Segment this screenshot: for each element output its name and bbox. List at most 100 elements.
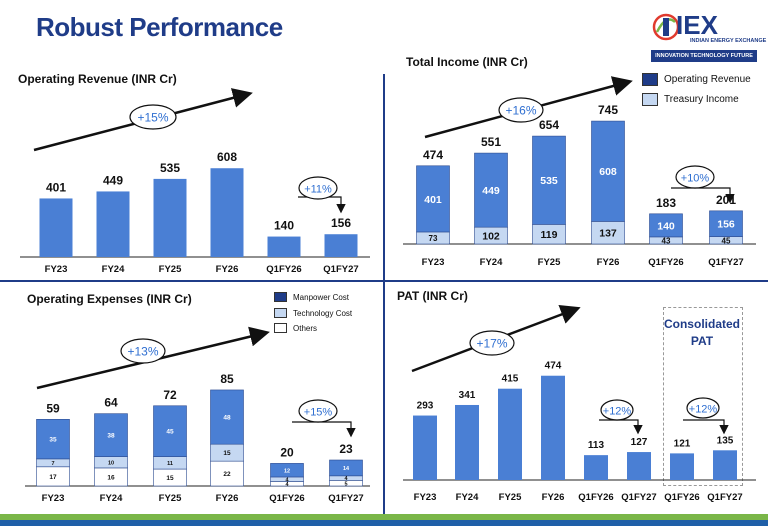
total-income-bar-operating-revenue [416, 165, 450, 233]
pat-bar-value [670, 453, 694, 480]
operating-revenue-total-label: 401 [46, 180, 66, 194]
legend-swatch [274, 323, 287, 333]
pat-total-label: 113 [588, 440, 605, 451]
pat-category-label: FY23 [414, 492, 437, 503]
pat-total-label: 415 [502, 374, 519, 385]
operating-expenses-category-label: FY25 [159, 493, 182, 504]
pat-category-label: FY25 [499, 492, 522, 503]
pat-bar-value [455, 404, 479, 480]
operating-revenue-bar-value [39, 198, 73, 257]
total-income-total-label: 551 [481, 135, 501, 149]
horizontal-divider [0, 280, 768, 282]
pat-growth-label: +12% [689, 404, 718, 416]
operating-expenses-bar-manpower-cost [94, 413, 128, 457]
operating-expenses-growth-ellipse [120, 338, 166, 364]
total-income-segment-label: 73 [429, 234, 438, 243]
pat-total-label: 341 [459, 390, 476, 401]
total-income-category-label: Q1FY27 [708, 257, 743, 268]
total-income-segment-label: 156 [717, 219, 735, 231]
pat-total-label: 474 [545, 361, 562, 372]
legend-label: Technology Cost [293, 308, 353, 318]
pat-category-label: FY24 [456, 492, 479, 503]
operating-expenses-category-label: FY26 [216, 493, 239, 504]
pat-total-label: 127 [631, 437, 648, 448]
total-income-total-label: 474 [423, 148, 443, 162]
page-title: Robust Performance [36, 12, 283, 42]
pat-bar-value [713, 450, 737, 480]
operating-expenses-segment-label: 10 [108, 460, 114, 466]
total-income-category-label: FY25 [538, 257, 561, 268]
operating-expenses-growth-label: +13% [127, 345, 158, 359]
operating-expenses-segment-label: 4 [285, 482, 289, 488]
operating-revenue-category-label: Q1FY27 [323, 264, 358, 275]
pat-total-label: 121 [674, 438, 691, 449]
total-income-segment-label: 137 [599, 228, 617, 240]
total-income-category-label: Q1FY26 [648, 257, 683, 268]
operating-expenses-segment-label: 7 [51, 461, 54, 467]
operating-expenses-bar-manpower-cost [329, 459, 363, 477]
legend-technology-cost: Technology Cost [274, 308, 352, 318]
total-income-segment-label: 102 [482, 231, 500, 243]
legend-operating-revenue: Operating Revenue [642, 73, 751, 86]
operating-expenses-yoy-arrow [292, 421, 356, 438]
pat-bar-value [541, 375, 565, 480]
pat-growth-label: +17% [476, 337, 507, 351]
operating-expenses-segment-label: 14 [343, 466, 350, 472]
total-income-category-label: FY23 [422, 257, 445, 268]
operating-revenue-category-label: FY24 [102, 264, 125, 275]
operating-revenue-category-label: FY26 [216, 264, 239, 275]
operating-revenue-category-label: FY25 [159, 264, 182, 275]
operating-expenses-segment-label: 15 [223, 450, 231, 457]
operating-revenue-bar-value [96, 191, 130, 257]
consolidated-pat-label: Consolidated PAT [663, 317, 740, 348]
legend-label: Others [293, 323, 318, 333]
operating-revenue-total-label: 156 [331, 216, 351, 230]
pat-total-label: 135 [717, 435, 734, 446]
operating-expenses-category-label: FY23 [42, 493, 65, 504]
operating-revenue-total-label: 535 [160, 161, 180, 175]
total-income-segment-label: 140 [657, 220, 675, 232]
operating-expenses-total-label: 64 [104, 396, 118, 410]
pat-growth-ellipse [686, 397, 720, 419]
total-income-title: Total Income (INR Cr) [406, 55, 528, 69]
pat-category-label: FY26 [542, 492, 565, 503]
operating-expenses-category-label: Q1FY26 [269, 493, 304, 504]
operating-revenue-growth-label: +15% [137, 111, 168, 125]
pat-bar-value [627, 452, 651, 480]
operating-revenue-total-label: 140 [274, 219, 294, 233]
legend-swatch [642, 93, 658, 106]
pat-category-label: Q1FY27 [621, 492, 656, 503]
total-income-growth-label: +16% [505, 104, 536, 118]
operating-revenue-growth-label: +11% [304, 184, 332, 196]
total-income-bar-operating-revenue [649, 213, 683, 238]
logo-tagline: INNOVATION TECHNOLOGY FUTURE [651, 50, 757, 62]
operating-expenses-category-label: FY24 [100, 493, 123, 504]
legend-treasury-income: Treasury Income [642, 93, 739, 106]
logo-name: IEX [676, 10, 718, 40]
total-income-segment-label: 45 [722, 236, 731, 245]
total-income-segment-label: 535 [540, 175, 558, 187]
operating-revenue-total-label: 449 [103, 173, 123, 187]
legend-label: Treasury Income [664, 94, 739, 105]
pat-category-label: Q1FY26 [664, 492, 699, 503]
total-income-total-label: 183 [656, 196, 676, 210]
total-income-segment-label: 401 [424, 194, 442, 206]
operating-expenses-growth-label: +15% [304, 407, 333, 419]
operating-expenses-category-label: Q1FY27 [328, 493, 363, 504]
operating-expenses-segment-label: 4 [344, 476, 348, 482]
operating-expenses-bar-manpower-cost [153, 405, 187, 457]
operating-revenue-title: Operating Revenue (INR Cr) [18, 72, 177, 86]
total-income-bar-operating-revenue [532, 135, 566, 225]
total-income-bar-operating-revenue [591, 120, 625, 222]
operating-expenses-segment-label: 38 [107, 433, 115, 440]
operating-expenses-segment-label: 11 [167, 461, 173, 467]
operating-expenses-segment-label: 4 [285, 477, 289, 483]
iex-logo-icon [652, 13, 680, 41]
total-income-category-label: FY24 [480, 257, 503, 268]
operating-revenue-category-label: Q1FY26 [266, 264, 301, 275]
pat-category-label: Q1FY26 [578, 492, 613, 503]
total-income-total-label: 201 [716, 193, 736, 207]
legend-label: Manpower Cost [293, 292, 350, 302]
operating-revenue-bar-value [153, 178, 187, 257]
footer-bar [0, 514, 768, 526]
